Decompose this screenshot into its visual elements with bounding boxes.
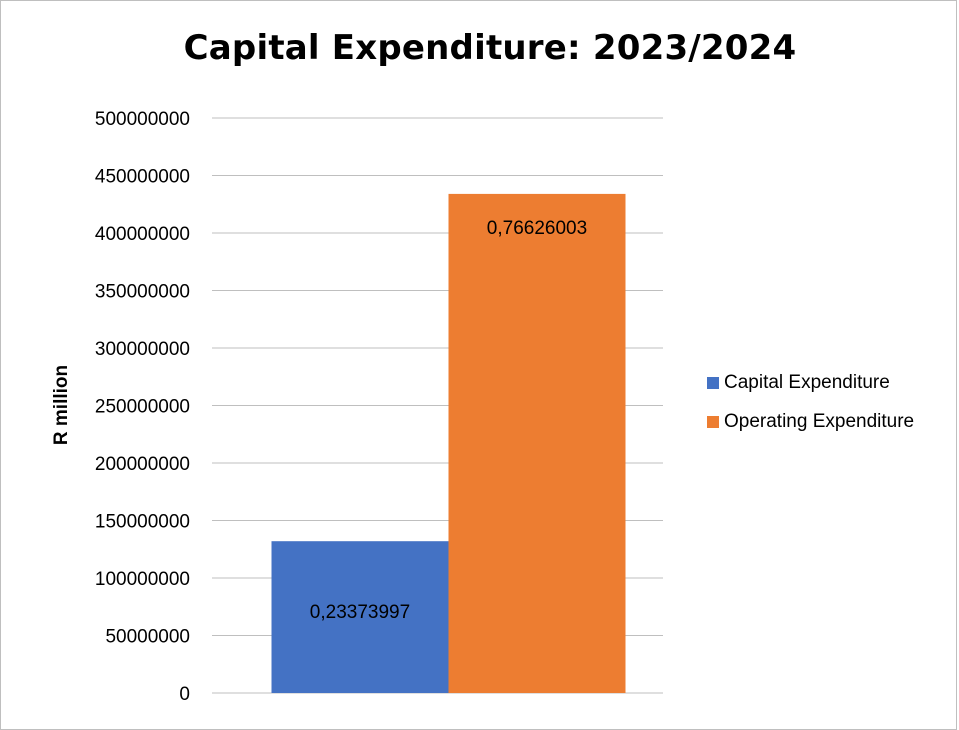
y-tick-label: 200000000 [95,454,190,475]
y-tick-label: 0 [179,684,190,705]
bar-operating-expenditure [448,193,626,693]
y-tick-label: 300000000 [95,339,190,360]
chart-title: Capital Expenditure: 2023/2024 [183,28,797,68]
y-axis-label: R million [51,365,72,445]
y-tick-label: 50000000 [105,627,190,648]
y-tick-label: 450000000 [95,167,190,188]
data-label-capital-expenditure: 0,23373997 [310,602,410,623]
legend-label-capital: Capital Expenditure [724,372,890,393]
data-label-operating-expenditure: 0,76626003 [487,218,587,239]
y-tick-label: 350000000 [95,282,190,303]
legend-item-capital: Capital Expenditure [707,370,914,396]
y-tick-label: 500000000 [95,109,190,130]
y-tick-label: 250000000 [95,397,190,418]
bar-capital-expenditure [271,541,449,693]
y-tick-label: 100000000 [95,569,190,590]
y-tick-label: 150000000 [95,512,190,533]
legend-item-operating: Operating Expenditure [707,409,914,435]
legend-label-operating: Operating Expenditure [724,411,915,432]
legend-swatch-capital [707,377,719,389]
y-tick-label: 400000000 [95,224,190,245]
legend: Capital Expenditure Operating Expenditur… [707,370,914,448]
legend-swatch-operating [707,416,719,428]
